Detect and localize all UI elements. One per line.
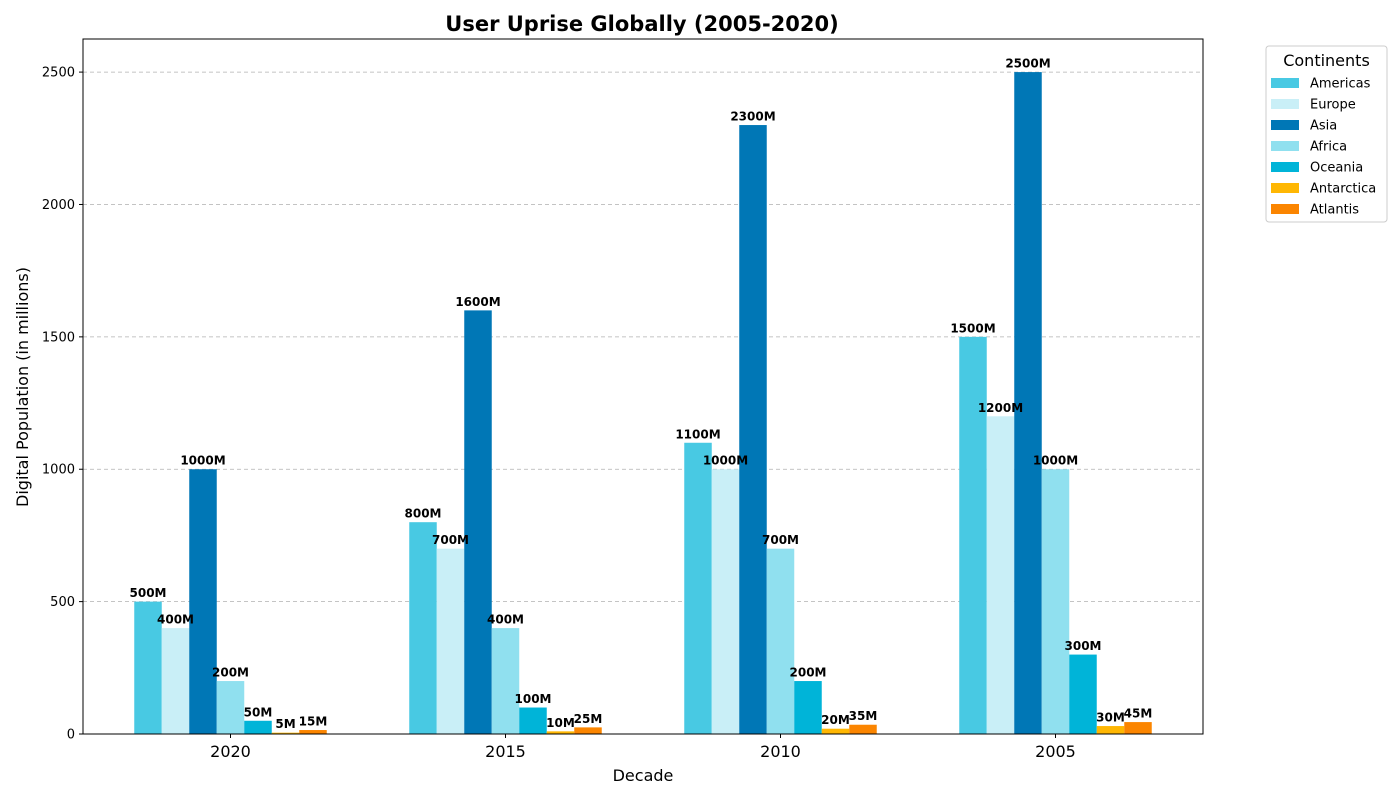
data-label: 400M	[157, 613, 194, 627]
legend-label-europe: Europe	[1310, 98, 1356, 113]
data-label: 1600M	[455, 295, 500, 309]
bar-antarctica-2020	[271, 732, 300, 734]
legend-label-africa: Africa	[1310, 140, 1347, 155]
legend-swatch-atlantis	[1271, 204, 1299, 214]
y-tick-label: 500	[50, 595, 75, 610]
data-label: 5M	[275, 717, 295, 731]
plot-frame	[82, 38, 1204, 735]
data-label: 800M	[405, 507, 442, 521]
bar-atlantis-2010	[849, 724, 877, 734]
data-label: 30M	[1096, 711, 1125, 725]
data-label: 25M	[574, 712, 603, 726]
legend-title: Continents	[1283, 51, 1370, 70]
x-tick-label: 2020	[210, 742, 251, 761]
bar-oceania-2010	[794, 681, 822, 734]
bar-atlantis-2015	[574, 727, 602, 734]
legend-swatch-europe	[1271, 99, 1299, 109]
y-tick-label: 0	[67, 728, 75, 743]
y-tick-label: 2000	[42, 198, 75, 213]
data-label: 300M	[1065, 639, 1102, 653]
legend-label-asia: Asia	[1310, 119, 1337, 134]
y-tick-label: 1000	[42, 463, 75, 478]
bar-americas-2010	[684, 442, 712, 734]
y-axis-label: Digital Population (in millions)	[13, 267, 32, 507]
bar-antarctica-2015	[546, 731, 575, 734]
data-label: 10M	[546, 716, 575, 730]
bar-europe-2005	[986, 416, 1015, 734]
legend-label-oceania: Oceania	[1310, 161, 1363, 176]
bar-asia-2020	[189, 469, 217, 734]
legend-label-atlantis: Atlantis	[1310, 203, 1359, 218]
data-label: 1100M	[675, 427, 720, 441]
axes: 0 500 1000 1500 2000 2500 2020 2015 2010 2005	[42, 38, 1204, 761]
data-label: 15M	[299, 715, 328, 729]
data-label: 1200M	[978, 401, 1023, 415]
data-label: 100M	[515, 692, 552, 706]
data-label: 400M	[487, 613, 524, 627]
bar-antarctica-2010	[821, 728, 850, 734]
bar-africa-2010	[766, 548, 795, 734]
data-label: 1500M	[950, 321, 995, 335]
bar-americas-2005	[959, 336, 987, 734]
bar-atlantis-2020	[299, 730, 327, 734]
data-label: 700M	[432, 533, 469, 547]
x-tick-label: 2015	[485, 742, 526, 761]
data-label: 50M	[244, 705, 273, 719]
bar-antarctica-2005	[1096, 726, 1125, 734]
x-axis-label: Decade	[613, 766, 674, 785]
chart-title: User Uprise Globally (2005-2020)	[445, 12, 838, 36]
data-label: 2300M	[730, 110, 775, 124]
bar-atlantis-2005	[1124, 722, 1152, 734]
legend-label-antarctica: Antarctica	[1310, 182, 1376, 197]
bars	[134, 72, 1152, 735]
bar-asia-2005	[1014, 72, 1042, 735]
bar-oceania-2005	[1069, 654, 1097, 734]
legend-box	[1265, 45, 1388, 223]
legend-swatch-antarctica	[1271, 183, 1299, 193]
x-tick-label: 2005	[1035, 742, 1076, 761]
bar-africa-2005	[1041, 469, 1070, 734]
data-label: 45M	[1124, 707, 1153, 721]
data-label: 2500M	[1005, 57, 1050, 71]
data-label: 200M	[212, 666, 249, 680]
y-tick-label: 2500	[42, 66, 75, 81]
x-tick-label: 2010	[760, 742, 801, 761]
legend: Continents Americas Europe Asia Africa Oceani…	[1265, 45, 1388, 223]
bar-americas-2015	[409, 522, 437, 734]
bar-oceania-2015	[519, 707, 547, 734]
data-label: 20M	[821, 713, 850, 727]
bar-africa-2020	[216, 681, 245, 734]
bar-europe-2020	[161, 628, 190, 734]
bar-asia-2015	[464, 310, 492, 734]
y-tick-label: 1500	[42, 330, 75, 345]
bar-americas-2020	[134, 601, 162, 734]
legend-label-americas: Americas	[1310, 77, 1371, 92]
data-label: 1000M	[180, 454, 225, 468]
bar-africa-2015	[491, 628, 520, 734]
data-label: 200M	[790, 666, 827, 680]
legend-swatch-asia	[1271, 120, 1299, 130]
bar-oceania-2020	[244, 720, 272, 734]
data-label: 1000M	[1033, 454, 1078, 468]
data-label: 1000M	[703, 454, 748, 468]
bar-europe-2015	[436, 548, 465, 734]
legend-swatch-oceania	[1271, 162, 1299, 172]
data-label: 500M	[130, 586, 167, 600]
legend-swatch-americas	[1271, 78, 1299, 88]
bar-asia-2010	[739, 125, 767, 735]
data-label: 35M	[849, 709, 878, 723]
bar-europe-2010	[711, 469, 740, 734]
data-label: 700M	[762, 533, 799, 547]
legend-swatch-africa	[1271, 141, 1299, 151]
